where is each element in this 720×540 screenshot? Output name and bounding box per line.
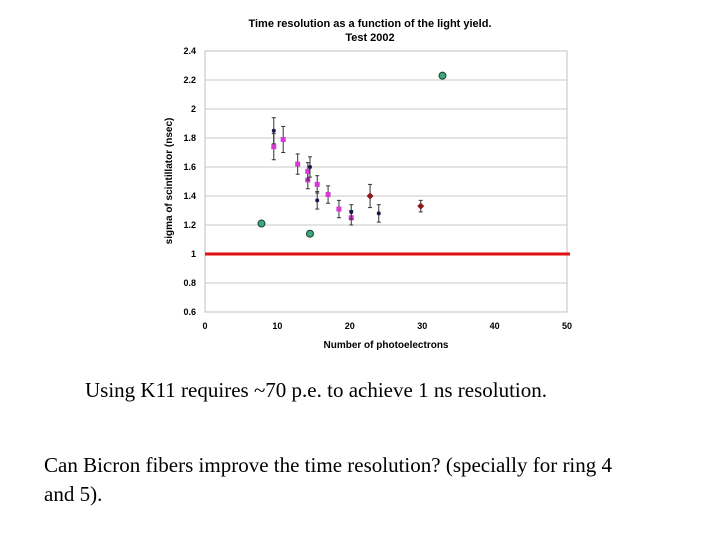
data-point-square — [295, 161, 301, 167]
data-point-dot — [307, 165, 312, 169]
data-point-dot — [376, 211, 381, 216]
data-point-diamond — [366, 192, 374, 200]
data-point-square — [336, 206, 342, 212]
data-point-circle — [257, 219, 266, 228]
y-tick-label: 1.8 — [183, 133, 196, 143]
x-tick-label: 40 — [490, 321, 500, 331]
x-axis-label: Number of photoelectrons — [323, 340, 448, 351]
chart-subtitle: Test 2002 — [345, 32, 394, 44]
y-tick-label: 2.4 — [183, 46, 196, 56]
data-point-square — [305, 168, 311, 174]
data-point-dot — [315, 198, 320, 203]
x-tick-label: 30 — [417, 321, 427, 331]
x-tick-label: 10 — [272, 321, 282, 331]
data-point-diamond — [417, 202, 425, 210]
data-point-square — [280, 136, 286, 142]
y-tick-labels: 0.6 0.8 1 1.2 1.4 1.6 1.8 2 2.2 2.4 — [183, 46, 196, 317]
y-tick-label: 1.2 — [183, 220, 196, 230]
data-point-circle — [305, 229, 314, 238]
data-point-dot — [271, 128, 276, 133]
caption-line-1: Using K11 requires ~70 p.e. to achieve 1… — [85, 378, 547, 402]
x-tick-labels: 0 10 20 30 40 50 — [202, 321, 572, 331]
data-point-square — [325, 192, 331, 198]
y-tick-label: 2 — [191, 104, 196, 114]
plot-border — [204, 50, 568, 313]
y-tick-label: 1.4 — [183, 191, 196, 201]
data-point-circle — [438, 71, 447, 80]
y-tick-label: 1 — [191, 249, 196, 259]
data-point-square — [314, 181, 320, 187]
data-marks — [257, 71, 447, 238]
data-point-square — [271, 144, 277, 150]
y-tick-label: 0.8 — [183, 278, 196, 288]
scatter-chart: Time resolution as a function of the lig… — [164, 18, 572, 351]
data-point-dot — [349, 209, 354, 214]
x-tick-label: 50 — [562, 321, 572, 331]
chart-title: Time resolution as a function of the lig… — [248, 18, 491, 30]
y-axis-label: sigma of scintillator (nsec) — [164, 118, 175, 245]
y-tick-label: 1.6 — [183, 162, 196, 172]
caption-line-2: Can Bicron fibers improve the time resol… — [44, 453, 613, 506]
y-tick-label: 0.6 — [183, 307, 196, 317]
y-tick-label: 2.2 — [183, 75, 196, 85]
x-tick-label: 0 — [202, 321, 207, 331]
x-tick-label: 20 — [345, 321, 355, 331]
grid — [205, 50, 567, 313]
